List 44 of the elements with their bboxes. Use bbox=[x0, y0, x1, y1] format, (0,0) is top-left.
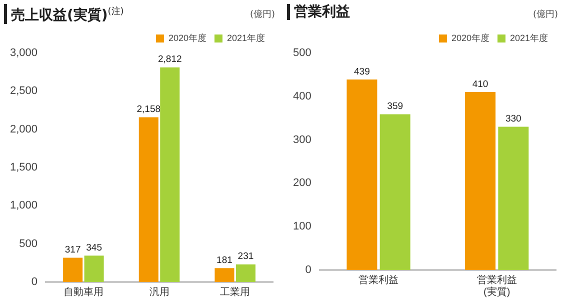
y-tick-label: 0 bbox=[31, 276, 38, 288]
x-tick-label: 自動車用 bbox=[63, 286, 104, 298]
bar bbox=[236, 264, 256, 282]
data-label: 359 bbox=[387, 101, 404, 112]
bar bbox=[346, 79, 378, 270]
y-tick-label: 1,500 bbox=[10, 162, 38, 174]
y-axis-title: (億円) bbox=[250, 8, 275, 21]
x-tick-label: 汎用 bbox=[149, 286, 170, 298]
bar bbox=[214, 268, 234, 282]
bar bbox=[380, 114, 410, 270]
legend-label: 2021年度 bbox=[226, 32, 266, 43]
bar bbox=[63, 258, 83, 282]
chart-title: 営業利益 bbox=[287, 4, 350, 20]
data-label: 317 bbox=[64, 244, 81, 256]
bar bbox=[498, 126, 529, 270]
y-tick-label: 2,500 bbox=[10, 85, 38, 98]
data-label: 231 bbox=[238, 251, 254, 262]
y-tick-label: 1,000 bbox=[10, 200, 38, 212]
bar bbox=[138, 117, 158, 282]
x-tick-label: 工業用 bbox=[220, 286, 250, 298]
y-tick-label: 100 bbox=[292, 220, 312, 233]
chart-title: 売上収益(実質)$^{(注)}$ bbox=[4, 4, 124, 24]
data-label: 410 bbox=[472, 78, 488, 90]
bar bbox=[465, 92, 496, 270]
y-tick-label: 300 bbox=[292, 134, 312, 146]
data-label: 330 bbox=[505, 114, 522, 125]
y-tick-label: 0 bbox=[305, 264, 312, 276]
y-tick-label: 400 bbox=[292, 90, 312, 102]
legend-label: 2021年度 bbox=[510, 32, 548, 43]
data-label: 2,812 bbox=[158, 54, 182, 66]
legend-label: 2020年度 bbox=[168, 32, 206, 43]
data-label: 439 bbox=[354, 66, 370, 78]
bar bbox=[160, 67, 180, 282]
data-label: 345 bbox=[86, 242, 102, 254]
y-tick-label: 2,000 bbox=[10, 123, 38, 136]
bar bbox=[84, 256, 104, 282]
y-tick-label: 200 bbox=[292, 177, 312, 190]
x-tick-label: 営業利益 (実質) bbox=[476, 274, 517, 298]
y-tick-label: 500 bbox=[19, 238, 38, 250]
data-label: 181 bbox=[216, 255, 232, 266]
y-tick-label: 500 bbox=[292, 47, 312, 60]
y-axis-title: (億円) bbox=[532, 8, 558, 21]
y-tick-label: 3,000 bbox=[10, 47, 38, 60]
legend-label: 2020年度 bbox=[451, 32, 490, 43]
